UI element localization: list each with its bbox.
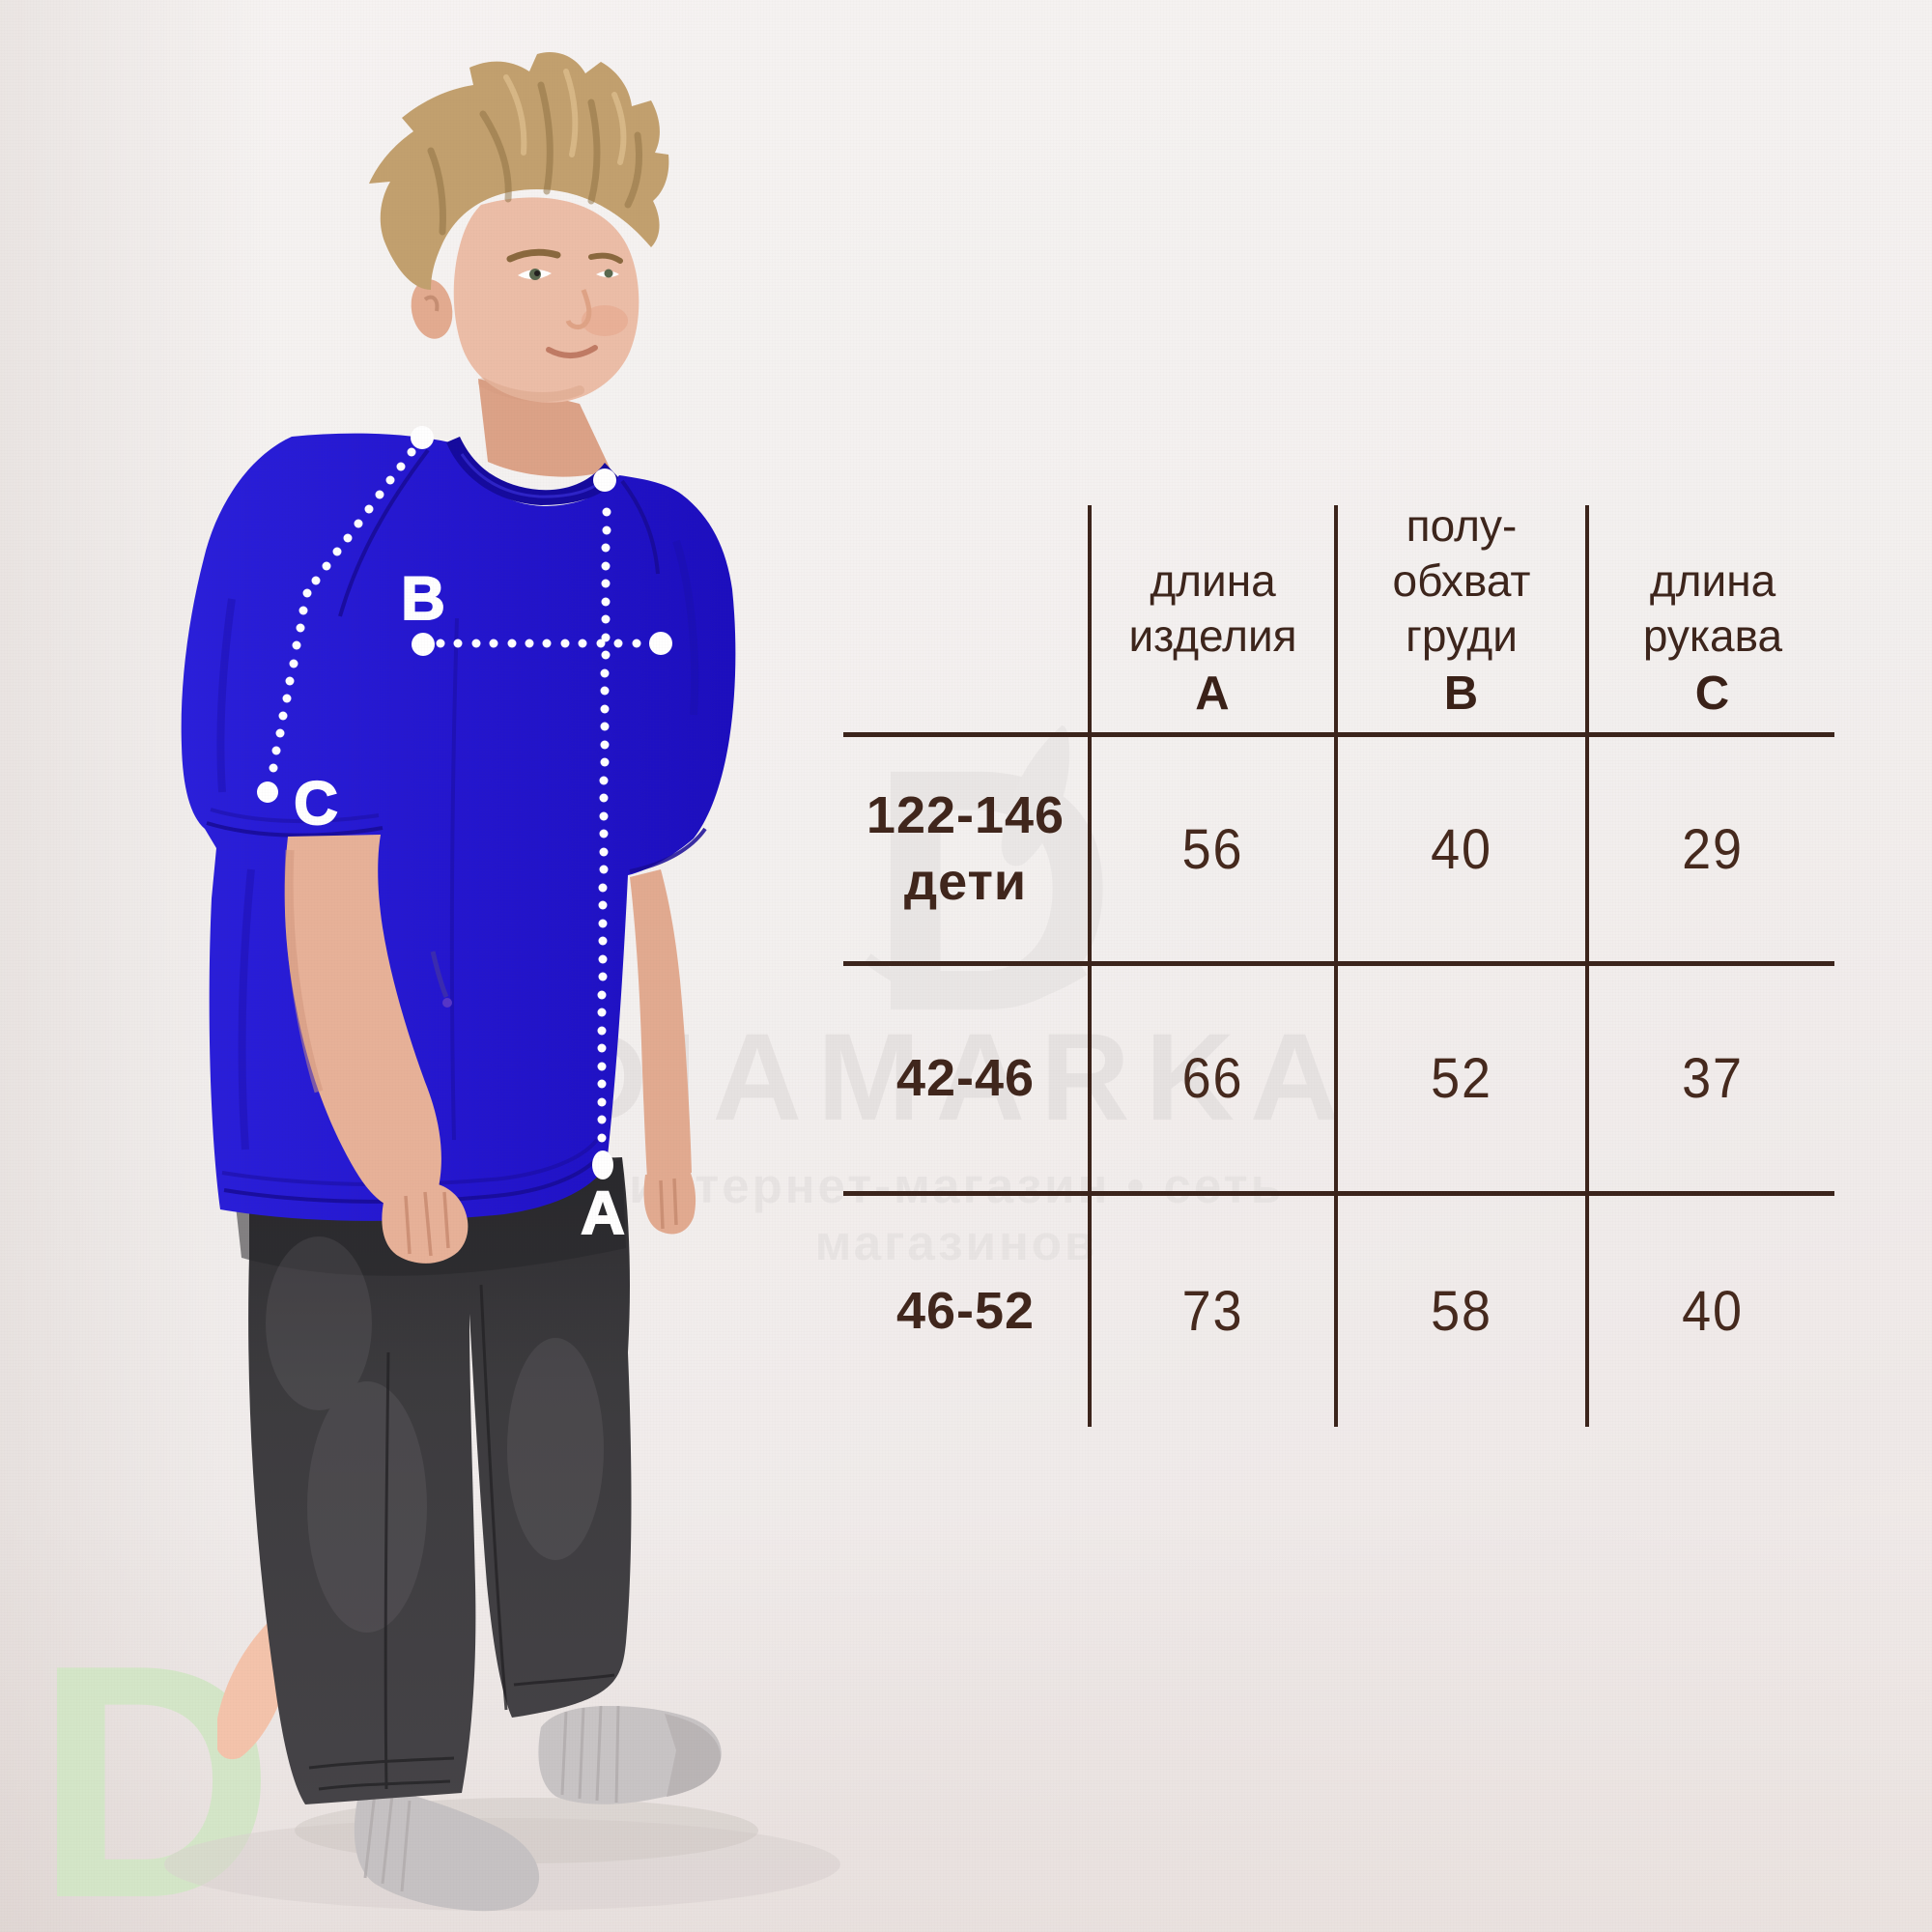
table-vline-1 <box>1088 505 1092 1427</box>
measure-line-b <box>412 632 672 656</box>
measure-line-c <box>257 426 434 803</box>
shoulder-point <box>411 426 434 449</box>
model-head <box>369 52 669 477</box>
hem-point <box>592 1151 613 1179</box>
mouth <box>546 345 598 358</box>
table-value: 66 <box>1181 1047 1244 1110</box>
table-value: 37 <box>1682 1047 1744 1110</box>
table-value: 40 <box>1431 817 1492 881</box>
table-vline-3 <box>1585 505 1589 1427</box>
ear <box>411 279 453 339</box>
table-value: 58 <box>1431 1280 1492 1343</box>
table-hline-2 <box>843 961 1834 966</box>
label-a: А <box>581 1179 625 1247</box>
table-value: 52 <box>1431 1047 1492 1110</box>
table-value: 29 <box>1682 817 1744 881</box>
column-letter-c: С <box>1694 668 1731 720</box>
arms <box>284 835 696 1264</box>
size-row-label-kids: 122-146 дети <box>866 786 1065 911</box>
measurement-overlay: В С А <box>257 426 672 1248</box>
collar <box>446 437 618 505</box>
neck <box>478 379 611 477</box>
nose <box>565 289 592 330</box>
chest-left-point <box>412 633 435 656</box>
size-row-label-42-46: 42-46 <box>895 1049 1036 1107</box>
socks <box>354 1705 722 1912</box>
table-hline-1 <box>843 732 1834 737</box>
column-header-length: длина изделия А <box>1128 555 1297 720</box>
sleeve-point <box>257 781 278 803</box>
column-letter-a: А <box>1195 668 1231 720</box>
label-c: С <box>294 770 338 838</box>
label-b: В <box>401 565 445 633</box>
chest-right-point <box>649 632 672 655</box>
measure-line-a <box>592 469 616 1179</box>
size-row-label-46-52: 46-52 <box>895 1282 1036 1340</box>
table-value: 40 <box>1682 1280 1744 1343</box>
column-header-sleeve: длина рукава С <box>1642 555 1783 720</box>
right-hand <box>643 1171 696 1235</box>
neck-point <box>593 469 616 492</box>
table-value: 56 <box>1181 817 1244 881</box>
table-value: 73 <box>1181 1280 1244 1343</box>
column-letter-b: В <box>1443 668 1480 720</box>
pocket-zipper <box>430 951 452 1008</box>
table-vline-2 <box>1334 505 1338 1427</box>
column-header-chest: полу- обхват груди В <box>1392 500 1531 720</box>
watermark-tagline-text: интернет-магазин • сеть магазинов <box>629 1158 1284 1270</box>
table-hline-3 <box>843 1191 1834 1196</box>
eyebrow <box>506 248 561 263</box>
